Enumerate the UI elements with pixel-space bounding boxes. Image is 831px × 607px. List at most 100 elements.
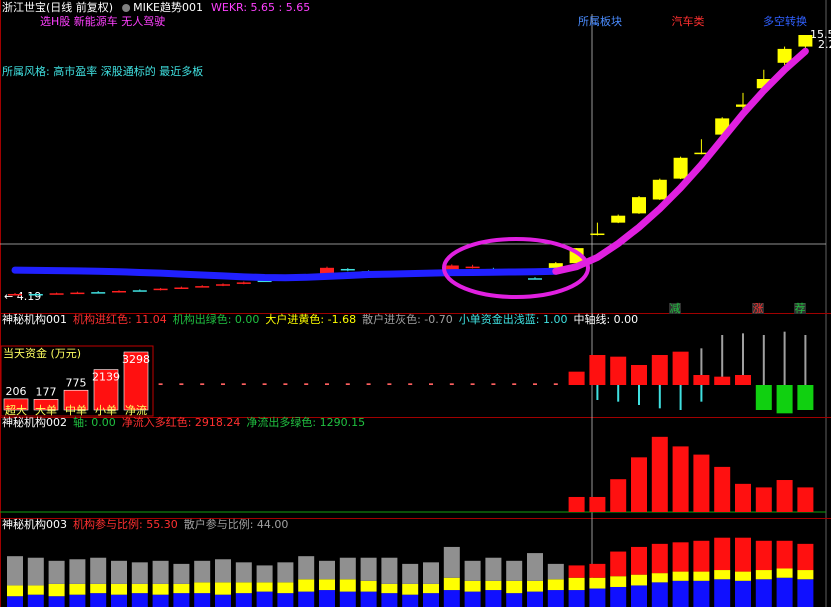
- stack-bar: [27, 585, 44, 595]
- stack-bar: [319, 590, 335, 607]
- stack-bar: [755, 540, 772, 571]
- stack-bar: [298, 579, 315, 592]
- stack-bar: [152, 594, 169, 607]
- stack-bar: [568, 577, 585, 591]
- stack-bar: [693, 540, 710, 572]
- stack-bar: [631, 574, 647, 586]
- stack-bar: [173, 583, 190, 594]
- stack-bar: [360, 557, 377, 581]
- inflow-bar: [366, 383, 371, 385]
- readout: 散户参与比例: 44.00: [184, 517, 289, 531]
- net-bar: [776, 480, 793, 512]
- candle-body: [8, 293, 22, 296]
- tags: 选H股 新能源车 无人驾驶: [40, 14, 165, 28]
- fund-title: 当天资金 (万元): [3, 346, 81, 360]
- inflow-bar: [553, 383, 558, 385]
- readout: 大户进黄色: -1.68: [265, 312, 356, 326]
- stack-bar: [194, 593, 211, 607]
- candle-body: [528, 278, 542, 280]
- inflow-bar: [470, 383, 475, 385]
- stack-bar: [797, 579, 814, 607]
- stack-bar: [506, 593, 523, 607]
- small-bar: [679, 385, 682, 410]
- readout: 轴: 0.00: [73, 415, 116, 429]
- stack-bar: [485, 557, 502, 581]
- stack-bar: [755, 570, 772, 580]
- candle-body: [320, 267, 334, 274]
- fund-value: 3298: [122, 353, 150, 366]
- inflow-bar: [345, 383, 350, 385]
- header-text: MIKE趋势001: [133, 1, 203, 14]
- header-text: WEKR: 5.65 : 5.65: [211, 1, 310, 14]
- stack-bar: [735, 537, 751, 572]
- inflow-bar: [179, 383, 184, 385]
- panel-name: 神秘机构003: [2, 517, 67, 531]
- stack-bar: [672, 542, 689, 572]
- fund-label: 超大: [5, 403, 27, 417]
- stack-bar: [568, 590, 585, 607]
- net-bar: [714, 466, 731, 512]
- fund-label: 净流: [125, 403, 147, 417]
- stack-bar: [631, 585, 647, 607]
- candle-body: [673, 157, 688, 179]
- big-bar: [721, 335, 724, 385]
- inflow-bar: [610, 356, 627, 385]
- stack-bar: [402, 563, 419, 584]
- stack-bar: [173, 593, 190, 607]
- candle-body: [777, 48, 792, 63]
- stack-bar: [277, 593, 294, 607]
- candle-body: [340, 268, 355, 271]
- inflow-bar: [568, 371, 585, 385]
- stack-bar: [277, 582, 294, 594]
- candle-body: [91, 292, 106, 294]
- stack-bar: [48, 560, 65, 584]
- net-bar: [672, 446, 689, 512]
- stack-bar: [298, 591, 315, 607]
- fund-bar: [93, 369, 119, 411]
- stack-bar: [235, 593, 252, 607]
- stack-bar: [589, 563, 606, 578]
- stack-bar: [776, 540, 793, 569]
- stack-bar: [7, 556, 23, 586]
- stack-bar: [402, 594, 419, 607]
- fund-bar: [33, 399, 59, 411]
- stack-bar: [651, 582, 668, 607]
- candle-body: [195, 286, 210, 288]
- small-bar: [596, 385, 599, 400]
- inflow-bar: [200, 383, 205, 385]
- stack-bar: [194, 582, 211, 594]
- header-text: 浙江世宝(日线 前复权): [2, 0, 113, 14]
- outflow-bar: [797, 385, 814, 410]
- top-label: 汽车类: [672, 14, 705, 28]
- stack-bar: [506, 560, 523, 581]
- inflow-bar: [714, 376, 731, 385]
- stack-bar: [152, 583, 169, 595]
- candle-body: [652, 179, 667, 200]
- stack-bar: [735, 571, 751, 581]
- stack-bar: [319, 560, 335, 580]
- candle-body: [548, 263, 563, 272]
- candle-body: [632, 197, 646, 214]
- signal-box: [752, 303, 764, 314]
- fund-bar: [63, 389, 89, 411]
- inflow-bar: [491, 383, 496, 385]
- stack-bar: [589, 588, 606, 607]
- stack-bar: [485, 580, 502, 591]
- stack-bar: [527, 591, 543, 607]
- stack-bar: [194, 560, 211, 583]
- stack-bar: [235, 562, 252, 583]
- inflow-bar: [387, 383, 392, 385]
- net-bar: [693, 454, 710, 512]
- stack-bar: [319, 579, 335, 591]
- inflow-bar: [631, 365, 647, 385]
- stack-bar: [423, 593, 439, 607]
- stack-bar: [339, 557, 356, 580]
- fund-label: 小单: [95, 404, 117, 417]
- inflow-bar: [651, 355, 668, 385]
- inflow-bar: [512, 383, 517, 385]
- stack-bar: [610, 576, 627, 587]
- stack-bar: [111, 583, 127, 595]
- fund-value: 177: [36, 385, 57, 398]
- trend-line: [11, 266, 560, 282]
